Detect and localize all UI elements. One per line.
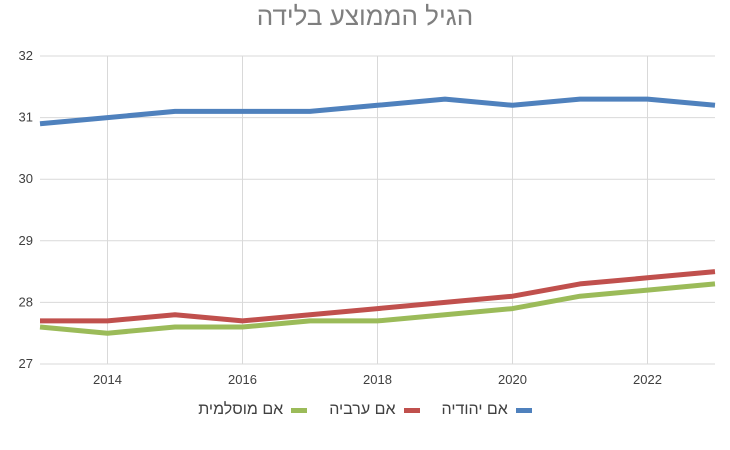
y-tick-label-30: 30 <box>19 171 33 186</box>
legend-label-arab-mother: אם ערביה <box>329 401 396 418</box>
y-tick-label-28: 28 <box>19 294 33 309</box>
series-lines <box>39 96 716 336</box>
series-line-2 <box>39 281 716 336</box>
legend-label-jewish-mother: אם יהודיה <box>441 401 508 418</box>
chart-title: הגיל הממוצע בלידה <box>256 1 474 31</box>
legend-item-muslim-mother: אם מוסלמית <box>198 401 308 419</box>
x-tick-label-2022: 2022 <box>633 372 662 387</box>
series-line-0 <box>39 96 716 127</box>
x-tick-label-2020: 2020 <box>498 372 527 387</box>
y-tick-label-29: 29 <box>19 233 33 248</box>
x-tick-label-2016: 2016 <box>228 372 257 387</box>
y-tick-label-32: 32 <box>19 48 33 63</box>
legend-swatch-muslim-mother <box>291 407 308 413</box>
legend-item-jewish-mother: אם יהודיה <box>442 401 532 419</box>
legend-item-arab-mother: אם ערביה <box>329 401 420 419</box>
x-tick-label-2018: 2018 <box>363 372 392 387</box>
series-line-1 <box>40 269 716 324</box>
legend-swatch-jewish-mother <box>515 407 532 413</box>
x-tick-label-2014: 2014 <box>93 372 122 387</box>
y-tick-label-31: 31 <box>19 110 33 125</box>
legend-swatch-arab-mother <box>403 407 420 413</box>
axes: 27 28 29 30 31 32 2014 2016 2018 2020 2022 <box>19 48 662 387</box>
legend: אם יהודיה אם ערביה אם מוסלמית <box>0 398 730 422</box>
y-tick-label-27: 27 <box>19 356 33 371</box>
legend-label-muslim-mother: אם מוסלמית <box>198 401 284 418</box>
